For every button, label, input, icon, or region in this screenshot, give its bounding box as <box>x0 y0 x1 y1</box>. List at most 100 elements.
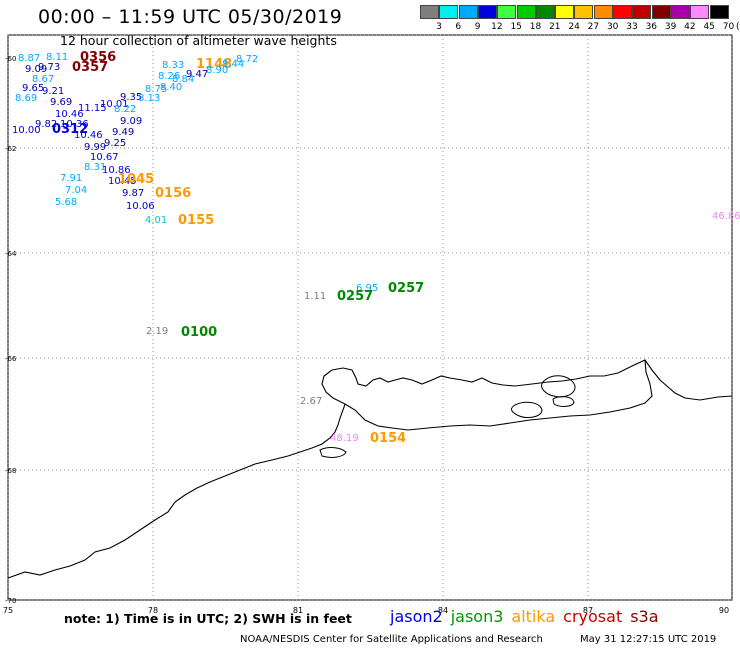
color-scale-label: 36 <box>645 22 658 32</box>
wave-height-label: 8.11 <box>46 52 68 63</box>
latitude-tick-label: -60 <box>5 55 16 63</box>
wave-height-label: 9.65 <box>22 83 44 94</box>
wave-height-label: 1.11 <box>304 291 326 302</box>
color-scale-label: 70 <box>722 22 735 32</box>
latitude-tick-label: -64 <box>5 250 17 258</box>
wave-height-label: 9.82 <box>35 119 57 130</box>
wave-height-label: 8.44 <box>222 59 244 70</box>
island-4 <box>319 447 347 458</box>
generated-date: May 31 12:27:15 UTC 2019 <box>580 634 717 645</box>
wave-height-label: 8.33 <box>162 60 184 71</box>
wave-height-label: 7.04 <box>65 185 87 196</box>
wave-height-label: 8.87 <box>18 53 40 64</box>
pass-time-label: 1148 <box>196 57 232 72</box>
wave-height-label: 10.46 <box>74 130 103 141</box>
color-swatch <box>516 5 536 19</box>
color-swatch <box>458 5 478 19</box>
color-swatch <box>497 5 517 19</box>
wave-height-label: 8.40 <box>160 82 182 93</box>
wave-height-label: 10.06 <box>126 201 155 212</box>
legend-entry-cryosat: cryosat <box>563 607 623 626</box>
color-scale-label: 21 <box>549 22 561 32</box>
pass-time-label: 0100 <box>181 325 217 340</box>
wave-height-label: 9.99 <box>84 142 106 153</box>
color-swatch <box>709 5 729 19</box>
island-3 <box>552 396 575 407</box>
legend-entry-jason3: jason3 <box>450 607 504 626</box>
wave-height-label: 7.91 <box>60 173 82 184</box>
wave-height-label: 2.67 <box>300 396 322 407</box>
color-scale-label: 6 <box>455 22 462 32</box>
wave-height-label: 10.01 <box>100 99 129 110</box>
pass-time-label: 0357 <box>72 60 108 75</box>
map-frame <box>7 34 733 601</box>
wave-height-label: 10.46 <box>55 109 84 120</box>
color-swatch <box>574 5 594 19</box>
island-1 <box>541 375 576 398</box>
wave-height-label: 46.86 <box>712 211 740 222</box>
wave-height-label: 8.22 <box>114 104 136 115</box>
wave-height-label: 10.86 <box>102 165 131 176</box>
wave-height-label: 9.21 <box>42 86 64 97</box>
credit-line: NOAA/NESDIS Center for Satellite Applica… <box>240 634 543 645</box>
satellite-legend: jason2 jason3 altika cryosat s3a <box>390 607 667 626</box>
wave-height-label: 5.68 <box>55 197 77 208</box>
legend-entry-jason2: jason2 <box>390 607 443 626</box>
wave-height-label: 9.87 <box>122 188 144 199</box>
wave-height-label: 8.84 <box>172 74 194 85</box>
wave-height-label: 8.26 <box>158 71 180 82</box>
wave-height-label: 8.13 <box>138 93 160 104</box>
color-swatch <box>477 5 497 19</box>
coastline <box>7 359 733 579</box>
longitude-tick-label: 87 <box>583 606 593 615</box>
legend-entry-s3a: s3a <box>630 607 659 626</box>
pass-time-label: 0356 <box>80 50 116 65</box>
latitude-tick-label: -66 <box>5 355 17 363</box>
wave-height-label: 10.45 <box>108 176 137 187</box>
color-scale-unit: (ft) <box>736 22 740 32</box>
map-title: 00:00 – 11:59 UTC 05/30/2019 <box>38 6 343 28</box>
pass-time-label: 0154 <box>370 431 406 446</box>
wave-height-label: 9.69 <box>50 97 72 108</box>
wave-height-label: 8.90 <box>206 65 228 76</box>
longitude-tick-label: 78 <box>148 606 158 615</box>
color-scale-label: 9 <box>474 22 481 32</box>
pass-time-label: 0312 <box>52 122 88 137</box>
island-2 <box>511 401 543 418</box>
wave-height-label: 8.72 <box>236 54 258 65</box>
legend-entry-altika: altika <box>511 607 556 626</box>
color-scale-label: 30 <box>606 22 619 32</box>
color-swatch <box>651 5 671 19</box>
wave-height-label: 8.67 <box>32 74 54 85</box>
pass-time-label: 1045 <box>118 172 154 187</box>
color-scale-label: 27 <box>587 22 600 32</box>
color-swatch <box>555 5 575 19</box>
wave-height-label: 8.75 <box>145 84 167 95</box>
color-scale-label: 18 <box>529 22 542 32</box>
graticule-grid <box>7 34 733 601</box>
wave-height-label: 10.36 <box>60 119 89 130</box>
color-swatch <box>439 5 459 19</box>
wave-height-label: 8.69 <box>15 93 37 104</box>
color-swatch <box>420 5 439 19</box>
wave-height-label: 9.09 <box>120 116 142 127</box>
color-scale-label: 3 <box>436 22 442 32</box>
wave-height-label: 9.49 <box>112 127 134 138</box>
pass-time-label: 0155 <box>178 213 214 228</box>
wave-height-label: 9.47 <box>186 69 208 80</box>
color-scale-label: 15 <box>510 22 522 32</box>
wave-height-label: 2.19 <box>146 326 168 337</box>
color-scale-label: 39 <box>664 22 677 32</box>
wave-height-label: 4.01 <box>145 215 167 226</box>
wave-height-label: 9.73 <box>38 62 60 73</box>
pass-time-label: 0156 <box>155 186 191 201</box>
wave-height-label: 10.00 <box>12 125 41 136</box>
color-swatch <box>670 5 690 19</box>
color-scale-label: 45 <box>703 22 715 32</box>
longitude-tick-label: 81 <box>293 606 303 615</box>
latitude-tick-label: -68 <box>5 467 16 475</box>
ice-shelf-edge <box>344 359 653 431</box>
wave-height-label: 6.95 <box>356 283 378 294</box>
color-swatch <box>690 5 710 19</box>
color-scale-label: 12 <box>491 22 503 32</box>
